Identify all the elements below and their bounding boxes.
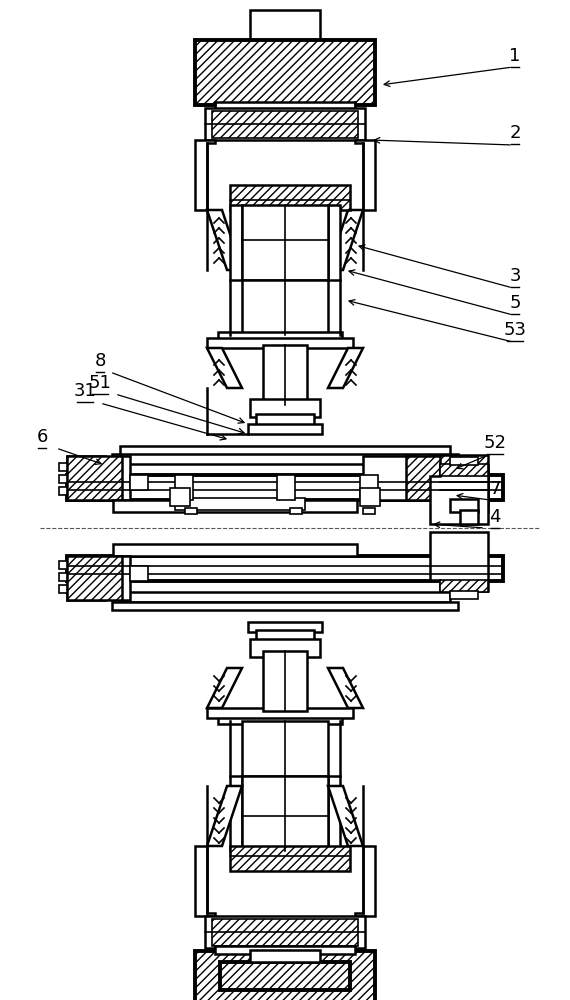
Bar: [112, 602, 458, 610]
Bar: [205, 108, 365, 140]
Polygon shape: [328, 348, 363, 388]
Bar: [250, 399, 320, 417]
Bar: [220, 962, 350, 990]
Bar: [450, 499, 478, 512]
Polygon shape: [355, 140, 375, 210]
Bar: [250, 639, 320, 657]
Bar: [406, 456, 441, 500]
Polygon shape: [355, 846, 375, 916]
Bar: [360, 488, 380, 506]
Text: 52: 52: [483, 434, 507, 452]
Bar: [112, 454, 458, 466]
Bar: [256, 414, 314, 426]
Bar: [450, 457, 478, 465]
Polygon shape: [59, 561, 67, 569]
Bar: [242, 205, 328, 280]
Bar: [263, 345, 307, 405]
Text: 8: 8: [94, 352, 105, 370]
Polygon shape: [195, 846, 215, 916]
Polygon shape: [430, 532, 488, 591]
Bar: [218, 332, 342, 340]
Bar: [230, 205, 242, 280]
Polygon shape: [328, 210, 363, 270]
Bar: [67, 556, 122, 600]
Bar: [328, 776, 340, 851]
Bar: [120, 592, 450, 602]
Bar: [230, 185, 350, 210]
Bar: [250, 10, 320, 40]
Polygon shape: [207, 348, 242, 388]
Bar: [195, 40, 375, 105]
Polygon shape: [328, 786, 363, 846]
Polygon shape: [67, 556, 130, 600]
Bar: [215, 102, 355, 110]
Polygon shape: [195, 140, 215, 210]
Polygon shape: [363, 456, 440, 500]
Bar: [248, 622, 322, 632]
Text: 3: 3: [509, 267, 521, 285]
Text: 1: 1: [510, 47, 520, 65]
Text: 2: 2: [509, 124, 521, 142]
Text: 53: 53: [503, 321, 527, 339]
Bar: [440, 470, 488, 500]
Bar: [212, 919, 358, 946]
Text: 7: 7: [489, 480, 501, 498]
Bar: [360, 475, 378, 500]
Bar: [120, 446, 450, 456]
Bar: [242, 280, 328, 335]
Bar: [130, 475, 148, 490]
Bar: [175, 475, 193, 500]
Bar: [215, 946, 355, 954]
Text: 51: 51: [88, 374, 112, 392]
Polygon shape: [59, 475, 67, 483]
Bar: [170, 488, 190, 506]
Bar: [263, 651, 307, 711]
Bar: [207, 708, 353, 718]
Text: 31: 31: [74, 382, 96, 400]
Bar: [450, 591, 478, 599]
Bar: [440, 464, 488, 476]
Bar: [113, 544, 357, 556]
Bar: [205, 916, 365, 948]
Text: 5: 5: [509, 294, 521, 312]
Polygon shape: [59, 487, 67, 495]
Bar: [256, 630, 314, 642]
Text: 4: 4: [489, 508, 501, 526]
Polygon shape: [59, 585, 67, 593]
Bar: [328, 205, 340, 280]
Bar: [218, 716, 342, 724]
Polygon shape: [430, 465, 488, 524]
Bar: [440, 455, 488, 512]
Polygon shape: [207, 786, 242, 846]
Polygon shape: [328, 668, 363, 708]
Bar: [185, 508, 197, 514]
Bar: [440, 580, 488, 592]
Bar: [67, 456, 122, 500]
Bar: [130, 566, 148, 581]
Polygon shape: [59, 573, 67, 581]
Bar: [67, 475, 503, 500]
Bar: [207, 338, 353, 348]
Bar: [242, 721, 328, 776]
Polygon shape: [207, 668, 242, 708]
Bar: [363, 508, 375, 514]
Text: 6: 6: [36, 428, 48, 446]
Polygon shape: [207, 210, 242, 270]
Bar: [290, 508, 302, 514]
Bar: [212, 111, 358, 138]
Bar: [195, 951, 375, 1000]
Polygon shape: [67, 456, 130, 500]
Bar: [250, 950, 320, 962]
Bar: [113, 500, 357, 512]
Bar: [460, 510, 478, 524]
Bar: [242, 776, 328, 851]
Bar: [277, 475, 295, 500]
Polygon shape: [59, 463, 67, 471]
Bar: [175, 498, 305, 510]
Bar: [248, 424, 322, 434]
Bar: [230, 846, 350, 871]
Bar: [67, 556, 503, 581]
Bar: [230, 776, 242, 851]
Bar: [105, 464, 465, 476]
